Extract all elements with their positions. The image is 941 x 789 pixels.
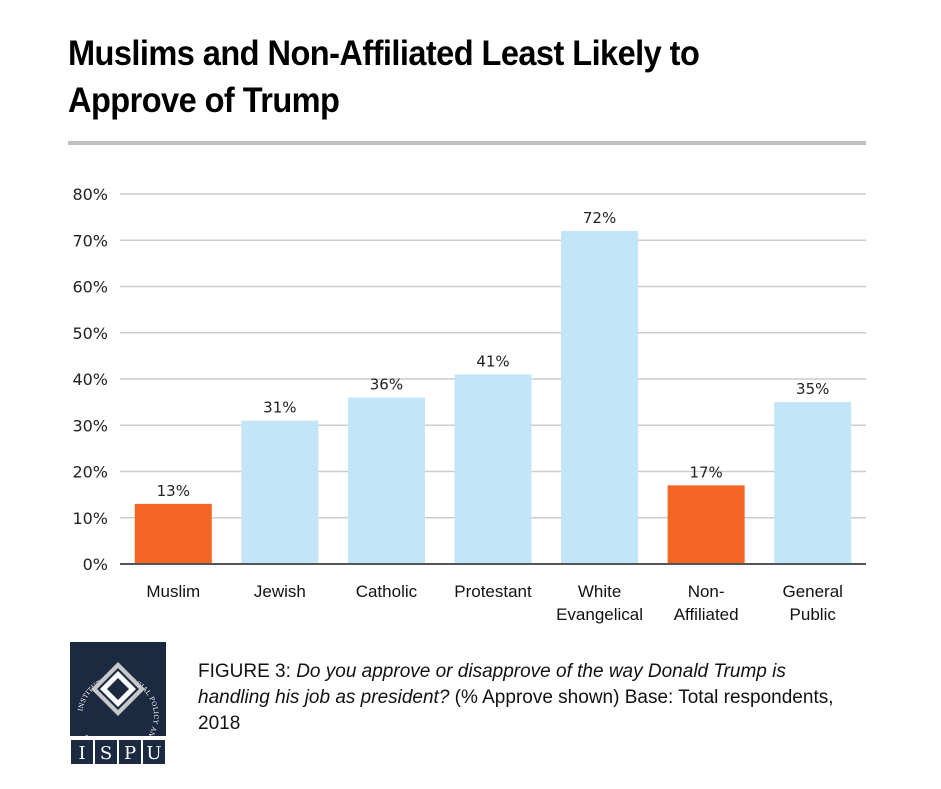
logo-letter-box — [119, 740, 141, 764]
x-tick-label: Catholic — [356, 582, 418, 601]
x-tick-label: Protestant — [454, 582, 532, 601]
ispu-logo: INSTITUTE FOR SOCIAL POLICY AND UNDERSTA… — [70, 642, 166, 764]
data-label: 31% — [263, 399, 296, 417]
x-tick-label: General Public — [782, 582, 842, 624]
logo-letter-box — [143, 740, 165, 764]
data-label: 36% — [370, 376, 403, 394]
x-tick-label: Muslim — [146, 582, 200, 601]
y-tick-label: 70% — [72, 231, 108, 250]
caption-note: (% Approve shown) Base: Total respondent… — [198, 687, 834, 734]
logo-letter: I — [78, 743, 85, 764]
bar-catholic — [347, 397, 425, 564]
bar-muslim — [134, 503, 212, 564]
data-label: 35% — [796, 380, 829, 398]
bar-chart: 0% 10% 20% 30% 40% 50% 60% 70% 80% 13% 31% 36% 41% 7… — [72, 185, 866, 624]
logo-letter-box — [95, 740, 117, 764]
y-tick-label: 40% — [72, 370, 108, 389]
y-tick-label: 30% — [72, 416, 108, 435]
ispu-logo-mark: INSTITUTE FOR SOCIAL POLICY AND UNDERSTA… — [70, 642, 166, 764]
bar-white-evangelical — [561, 231, 639, 564]
bar-general-public — [774, 402, 852, 564]
survey-question: Do you approve or disapprove of the way … — [198, 661, 786, 708]
x-tick-label: White Evangelical — [556, 582, 643, 624]
y-axis-ticks: 0% 10% 20% 30% 40% 50% 60% 70% 80% — [72, 185, 108, 574]
chart-title: Muslims and Non-Affiliated Least Likely … — [68, 34, 700, 120]
diamond-icon — [91, 662, 145, 716]
bar-protestant — [454, 374, 532, 564]
y-tick-label: 20% — [72, 463, 108, 482]
data-label: 17% — [689, 463, 722, 481]
logo-letter: S — [100, 743, 112, 764]
y-tick-label: 60% — [72, 278, 108, 297]
x-tick-label: Non-Affiliated — [674, 582, 739, 624]
data-labels: 13% 31% 36% 41% 72% 17% 35% — [157, 209, 830, 500]
x-tick-label: Jewish — [254, 582, 306, 601]
caption-separator: : — [285, 661, 297, 682]
logo-letter: P — [124, 743, 136, 764]
logo-letter-box — [71, 740, 93, 764]
figure-label: FIGURE 3 — [198, 661, 286, 682]
y-tick-label: 80% — [72, 185, 108, 204]
data-label: 41% — [476, 352, 509, 370]
logo-letter: U — [146, 743, 161, 764]
title-divider — [68, 141, 866, 145]
data-label: 13% — [157, 482, 190, 500]
data-label: 72% — [583, 209, 616, 227]
y-tick-label: 50% — [72, 324, 108, 343]
bar-non-affiliated — [667, 485, 745, 564]
bar-jewish — [241, 420, 319, 564]
y-tick-label: 0% — [83, 555, 108, 574]
x-axis-labels: Muslim Jewish Catholic Protestant White Evang… — [146, 582, 843, 624]
figure-caption: FIGURE 3: Do you approve or disapprove o… — [198, 659, 858, 737]
y-tick-label: 10% — [72, 509, 108, 528]
bars — [134, 231, 852, 564]
